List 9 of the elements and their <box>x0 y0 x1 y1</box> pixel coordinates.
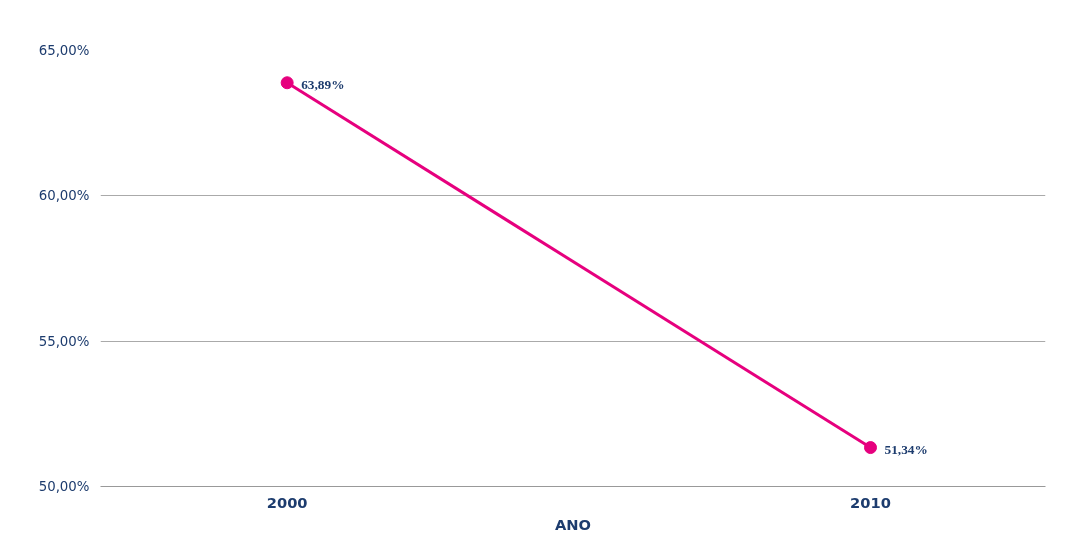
data-label: 51,34% <box>884 442 928 458</box>
y-tick-label: 50,00% <box>38 479 90 494</box>
x-tick-label: 2000 <box>266 493 308 511</box>
y-tick-label: 55,00% <box>38 333 90 349</box>
y-tick-label: 60,00% <box>38 188 90 204</box>
x-axis-title: ANO <box>554 515 592 533</box>
y-tick-label: 65,00% <box>38 43 90 58</box>
x-tick-label: 2010 <box>850 493 891 511</box>
data-label: 63,89% <box>301 77 345 93</box>
